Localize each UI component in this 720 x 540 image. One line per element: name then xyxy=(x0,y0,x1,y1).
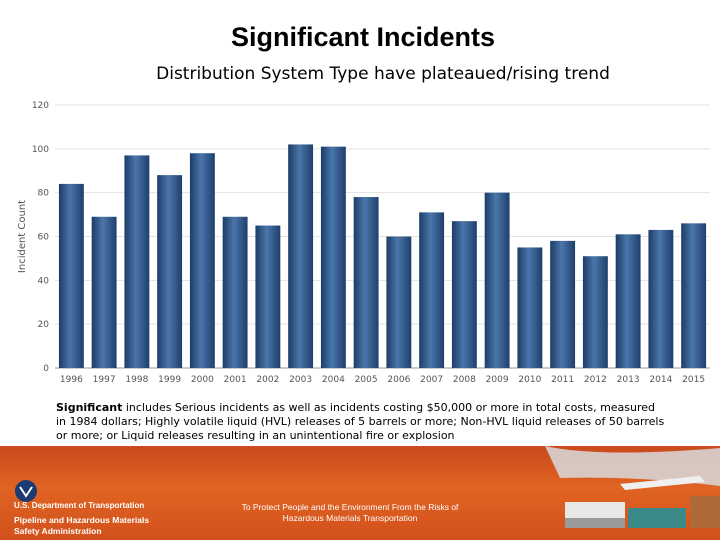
agency-name-line2: Pipeline and Hazardous Materials xyxy=(14,515,150,525)
x-tick-label: 2011 xyxy=(551,375,574,385)
y-tick-label: 100 xyxy=(32,145,49,155)
x-tick-label: 2000 xyxy=(191,375,214,385)
bar-2013 xyxy=(615,234,641,368)
pipeline-icon xyxy=(545,446,720,486)
bar-1999 xyxy=(157,175,183,368)
y-tick-label: 80 xyxy=(38,189,50,199)
bar-2005 xyxy=(353,197,379,368)
note-bold-term: Significant xyxy=(56,401,123,414)
y-tick-label: 60 xyxy=(38,233,50,243)
x-tick-label: 2007 xyxy=(420,375,443,385)
ship-icon xyxy=(690,496,720,528)
agency-tagline: To Protect People and the Environment Fr… xyxy=(210,502,490,524)
bar-1997 xyxy=(91,216,117,368)
bar-2014 xyxy=(648,229,674,368)
chart-bars xyxy=(58,144,707,368)
x-axis-ticks: 1996 1997 1998 1999 2000 2001 2002 2003 2004 2005… xyxy=(60,375,705,385)
y-tick-label: 0 xyxy=(43,364,49,374)
y-axis-label: Incident Count xyxy=(17,200,28,273)
bar-chart: 0 20 40 60 80 100 120 1996 1997 1998 1999 2000 2001… xyxy=(17,101,710,385)
tagline-line1: To Protect People and the Environment Fr… xyxy=(241,502,459,512)
x-tick-label: 2008 xyxy=(453,375,476,385)
footer-banner: U.S. Department of Transportation Pipeli… xyxy=(0,446,720,540)
y-tick-label: 40 xyxy=(38,276,50,286)
bar-2004 xyxy=(320,146,346,368)
bar-2012 xyxy=(582,256,608,368)
slide-title: Significant Incidents xyxy=(230,22,496,52)
x-tick-label: 2014 xyxy=(649,375,672,385)
x-tick-label: 1997 xyxy=(93,375,116,385)
x-tick-label: 2005 xyxy=(355,375,378,385)
x-tick-label: 2012 xyxy=(584,375,607,385)
y-tick-label: 20 xyxy=(38,320,50,330)
x-tick-label: 2015 xyxy=(682,375,705,385)
x-tick-label: 2001 xyxy=(224,375,247,385)
x-tick-label: 2004 xyxy=(322,375,345,385)
bar-2001 xyxy=(222,216,248,368)
bar-2015 xyxy=(681,223,707,368)
definition-note: Significant includes Serious incidents a… xyxy=(56,401,666,443)
bar-2008 xyxy=(451,221,477,368)
tanker-icon xyxy=(628,508,686,528)
bar-2002 xyxy=(255,225,281,368)
bar-2007 xyxy=(419,212,445,368)
bar-2006 xyxy=(386,236,412,368)
bar-1996 xyxy=(58,183,84,368)
note-text: includes Serious incidents as well as in… xyxy=(56,401,665,442)
slide-subtitle: Distribution System Type have plateaued/… xyxy=(156,64,610,84)
bar-2003 xyxy=(288,144,314,368)
footer-artwork xyxy=(15,446,720,528)
y-tick-label: 120 xyxy=(32,101,49,111)
bar-2011 xyxy=(550,240,576,368)
agency-name-line1: U.S. Department of Transportation xyxy=(14,501,145,510)
agency-name-line3: Safety Administration xyxy=(14,526,102,536)
y-axis-ticks: 0 20 40 60 80 100 120 xyxy=(32,101,49,374)
x-tick-label: 2003 xyxy=(289,375,312,385)
bar-1998 xyxy=(124,155,150,368)
bar-2009 xyxy=(484,192,510,368)
x-tick-label: 2009 xyxy=(486,375,509,385)
x-tick-label: 1999 xyxy=(158,375,181,385)
bar-2000 xyxy=(189,153,215,368)
x-tick-label: 2010 xyxy=(518,375,541,385)
airplane-icon xyxy=(620,476,705,490)
x-tick-label: 1998 xyxy=(125,375,148,385)
bar-2010 xyxy=(517,247,543,368)
chart-gridlines xyxy=(55,104,710,369)
x-tick-label: 2013 xyxy=(617,375,640,385)
dot-logo-icon xyxy=(15,480,37,502)
x-tick-label: 1996 xyxy=(60,375,83,385)
tagline-line2: Hazardous Materials Transportation xyxy=(282,513,418,523)
x-tick-label: 2006 xyxy=(387,375,410,385)
x-tick-label: 2002 xyxy=(256,375,279,385)
